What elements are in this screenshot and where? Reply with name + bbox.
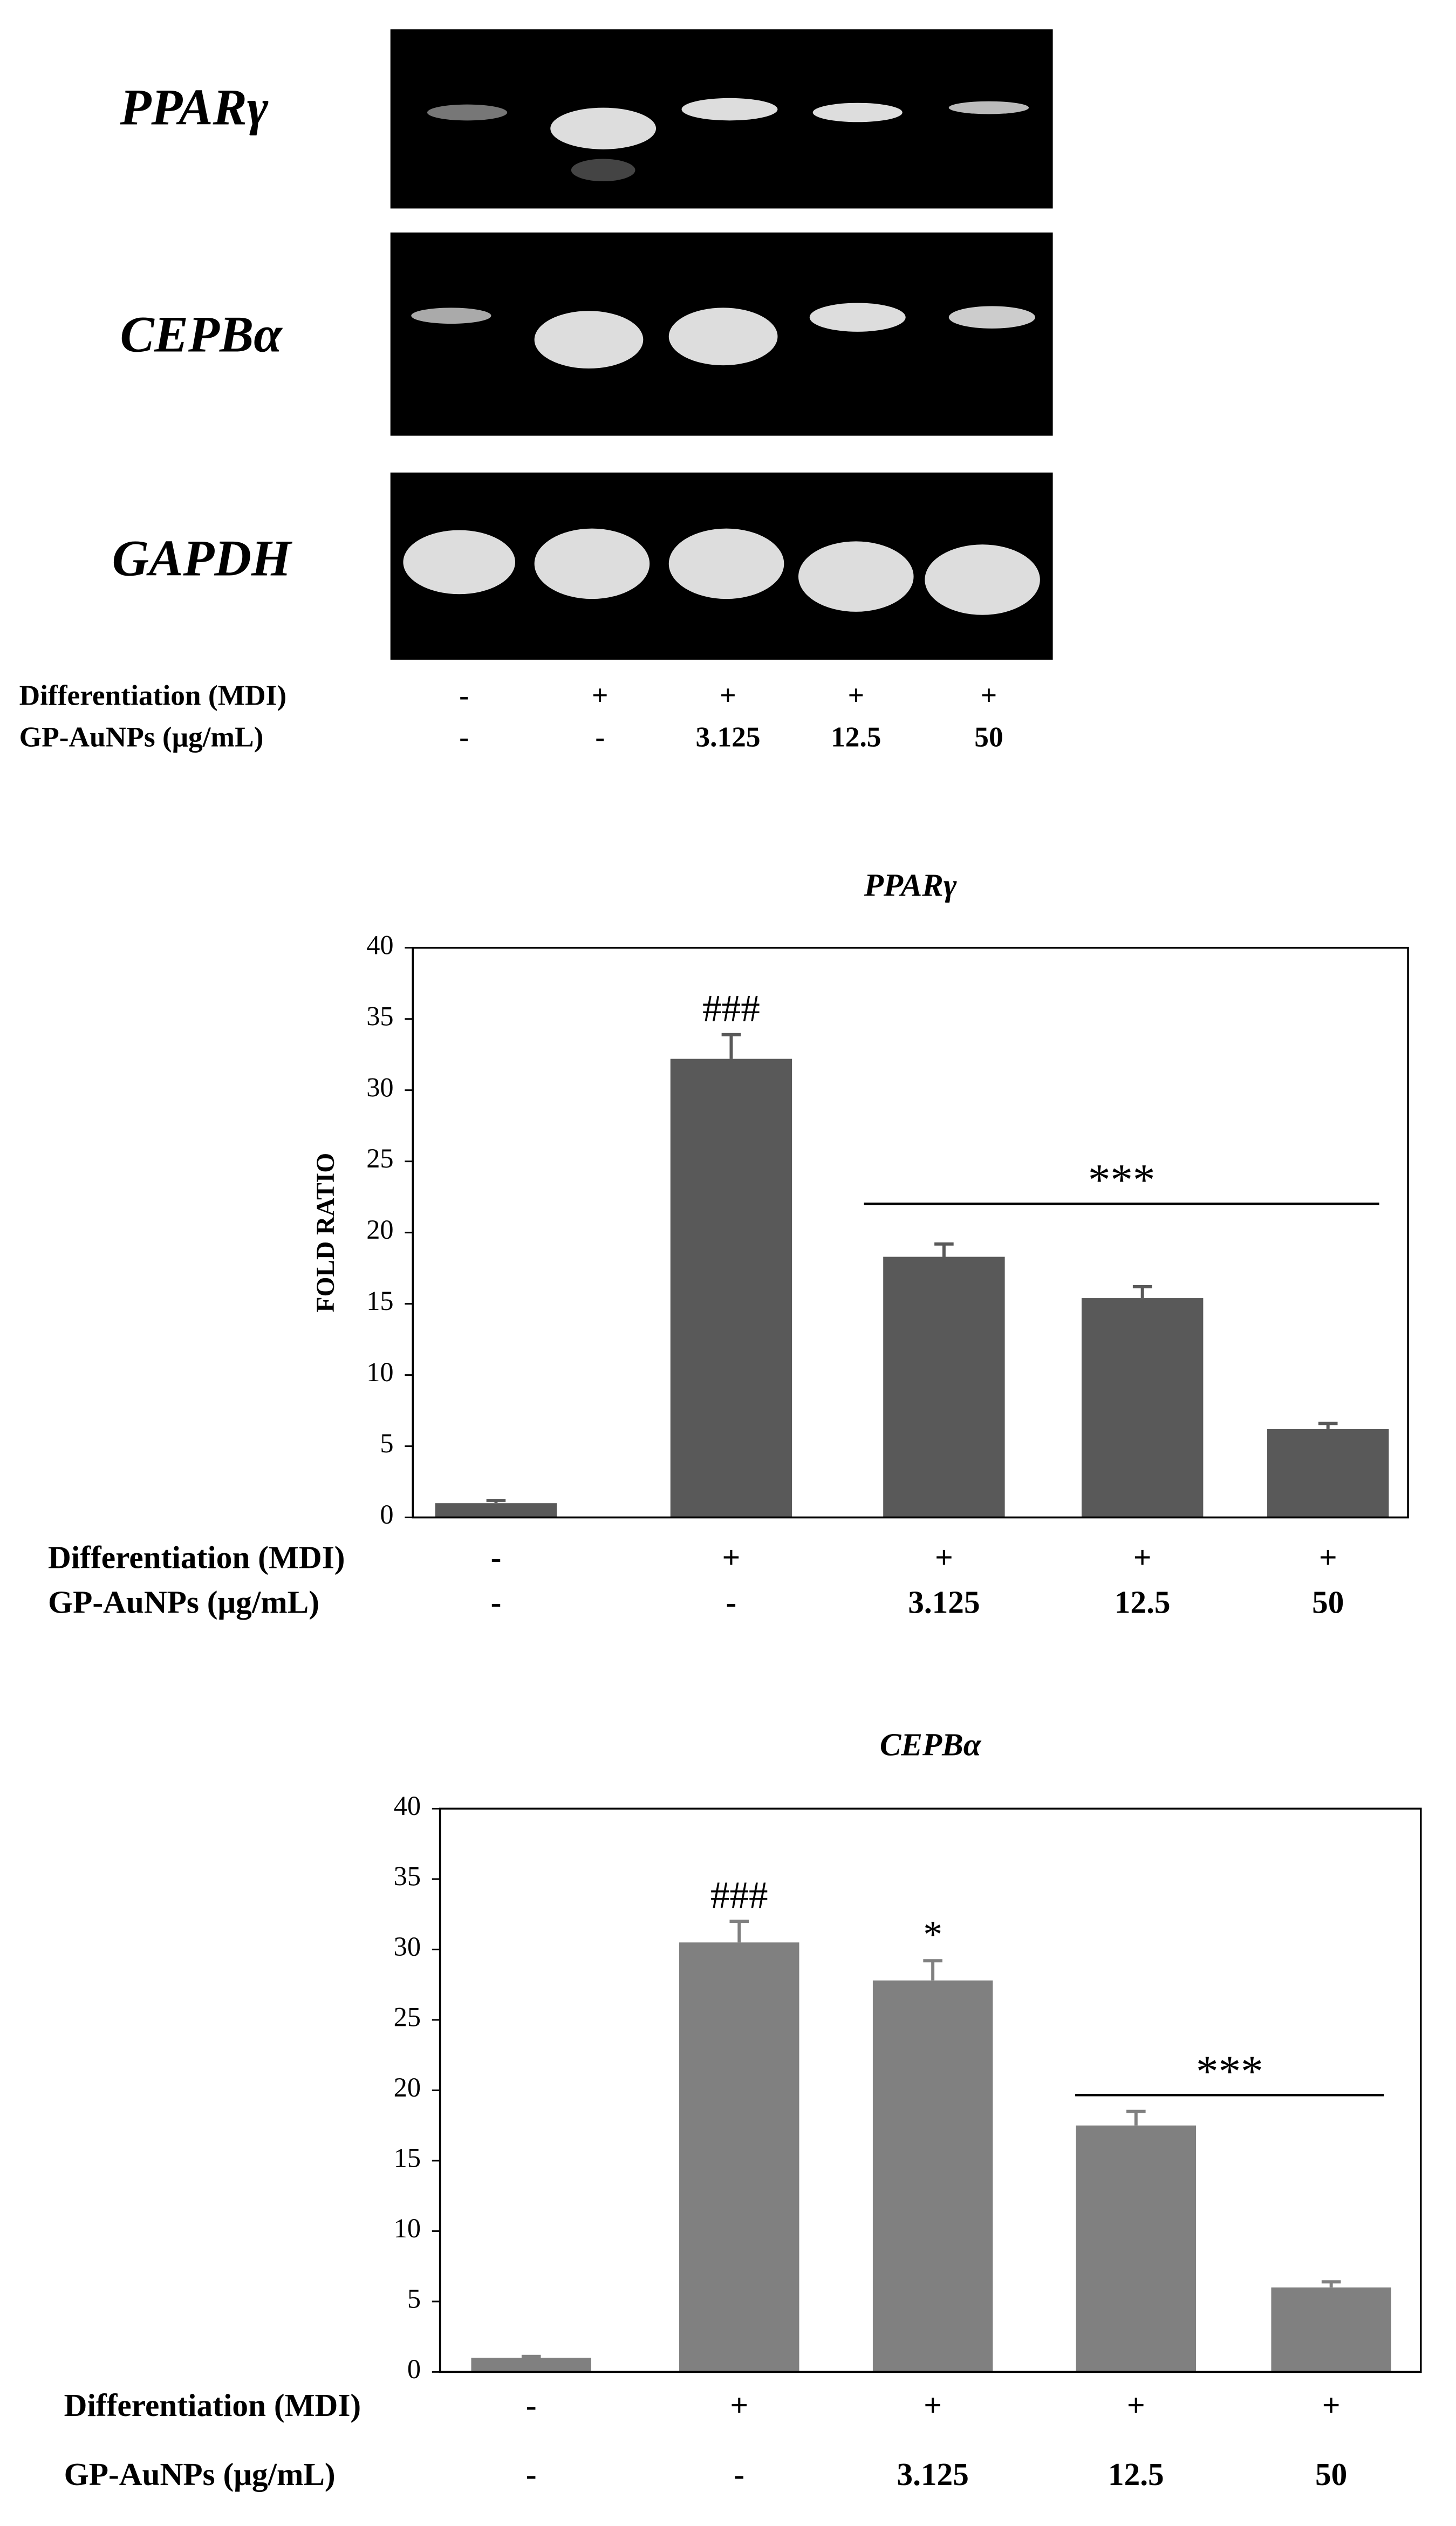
x-tick-label: -: [734, 2456, 744, 2492]
bar: [435, 1503, 557, 1518]
error-bar: [721, 1033, 741, 1059]
y-tick-label: 40: [394, 1791, 421, 1821]
condition-label: GP-AuNPs (μg/mL): [19, 720, 264, 753]
error-bar: [486, 1498, 506, 1504]
category-row-label: Differentiation (MDI): [48, 1539, 345, 1575]
x-tick-label: +: [935, 1539, 953, 1575]
y-tick-label: 5: [380, 1428, 393, 1458]
category-row-label: Differentiation (MDI): [64, 2387, 361, 2423]
y-tick-label: 30: [394, 1931, 421, 1962]
plot-frame: [439, 1807, 1422, 2373]
bar: [1076, 2125, 1197, 2372]
y-tick-label: 10: [366, 1357, 393, 1387]
bar: [872, 1980, 993, 2372]
condition-value: 12.5: [831, 720, 881, 753]
y-tick-label: 35: [394, 1861, 421, 1891]
error-bar: [1132, 1285, 1152, 1299]
x-tick-label: +: [1133, 1539, 1152, 1575]
condition-value: +: [592, 679, 608, 711]
condition-value: -: [459, 720, 469, 753]
condition-value: +: [720, 679, 736, 711]
bar: [1267, 1429, 1389, 1518]
y-tick-label: 15: [366, 1286, 393, 1316]
x-tick-label: +: [924, 2387, 942, 2423]
x-tick-label: +: [1127, 2387, 1145, 2423]
y-tick-label: 10: [394, 2213, 421, 2243]
band-label: GAPDH: [112, 530, 293, 587]
x-tick-label: 12.5: [1115, 1584, 1171, 1620]
chart-title: PPARγ: [864, 868, 957, 903]
gel: PPARγ CEPBα GAPDH: [112, 29, 1053, 660]
x-tick-label: +: [1319, 1539, 1337, 1575]
x-tick-label: +: [730, 2387, 748, 2423]
condition-value: -: [595, 720, 605, 753]
bar: [670, 1059, 792, 1518]
x-tick-label: +: [1322, 2387, 1341, 2423]
error-bar: [1126, 2109, 1146, 2126]
x-tick-label: 12.5: [1108, 2456, 1164, 2492]
condition-value: 3.125: [695, 720, 760, 753]
plot-frame: [412, 946, 1409, 1519]
y-tick-label: 35: [366, 1001, 393, 1031]
error-bar: [521, 2354, 541, 2358]
gel-bands: [403, 98, 1040, 615]
bar: [1271, 2287, 1391, 2372]
bar: [471, 2358, 591, 2372]
x-tick-label: 3.125: [897, 2456, 968, 2492]
error-bar: [923, 1959, 942, 1981]
chart-title: CEPBα: [880, 1726, 982, 1762]
y-tick-label: 0: [407, 2354, 421, 2384]
error-bar: [729, 1920, 749, 1943]
y-tick-label: 0: [380, 1499, 393, 1530]
annotation: ***: [1196, 2046, 1263, 2096]
annotation: ###: [710, 1874, 768, 1916]
y-tick-label: 5: [407, 2283, 421, 2313]
category-row-label: GP-AuNPs (μg/mL): [48, 1584, 319, 1620]
bar: [883, 1257, 1005, 1518]
annotation: *: [923, 1914, 942, 1956]
y-tick-label: 20: [366, 1214, 393, 1245]
error-bar: [934, 1242, 954, 1257]
x-tick-label: 3.125: [908, 1584, 980, 1620]
band-label: CEPBα: [120, 305, 283, 363]
x-tick-label: -: [491, 1584, 502, 1620]
y-tick-label: 25: [394, 2002, 421, 2032]
bar: [1081, 1298, 1204, 1518]
condition-label: Differentiation (MDI): [19, 679, 287, 711]
condition-value: +: [981, 679, 997, 711]
x-tick-label: -: [491, 1539, 502, 1575]
x-tick-label: 50: [1315, 2456, 1347, 2492]
band-label: PPARγ: [119, 78, 268, 135]
annotation: ###: [702, 988, 760, 1030]
condition-value: -: [459, 679, 469, 711]
y-tick-label: 15: [394, 2142, 421, 2173]
y-tick-label: 25: [366, 1143, 393, 1173]
error-bar: [1318, 1422, 1338, 1429]
x-tick-label: -: [526, 2387, 537, 2423]
condition-value: +: [848, 679, 864, 711]
y-axis-label: FOLD RATIO: [312, 1153, 340, 1313]
x-tick-label: 50: [1312, 1584, 1344, 1620]
bar: [679, 1942, 799, 2372]
y-tick-label: 20: [394, 2072, 421, 2102]
x-tick-label: +: [722, 1539, 741, 1575]
category-row-label: GP-AuNPs (μg/mL): [64, 2456, 336, 2492]
x-tick-label: -: [526, 2456, 537, 2492]
condition-value: 50: [974, 720, 1003, 753]
annotation: ***: [1088, 1155, 1156, 1205]
x-tick-label: -: [726, 1584, 737, 1620]
y-tick-label: 40: [366, 930, 393, 960]
y-tick-label: 30: [366, 1072, 393, 1102]
error-bar: [1321, 2280, 1341, 2288]
